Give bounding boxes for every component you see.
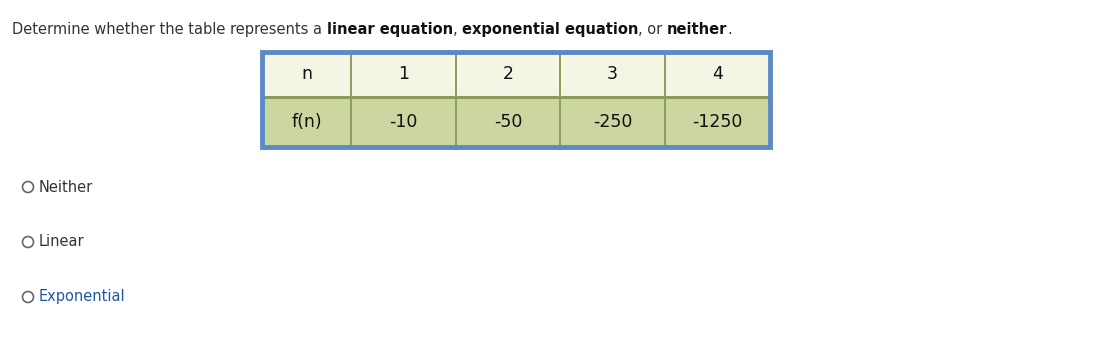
Text: -50: -50 [493,113,522,131]
Text: f(n): f(n) [291,113,322,131]
Text: Exponential: Exponential [39,289,126,304]
Text: 2: 2 [502,65,513,83]
Bar [351,97,456,147]
Text: -1250: -1250 [692,113,742,131]
Text: -250: -250 [593,113,632,131]
Text: 1: 1 [398,65,409,83]
Bar [456,52,560,97]
Bar [560,97,664,147]
Text: exponential equation: exponential equation [462,22,639,37]
Bar [262,52,770,147]
Text: 3: 3 [607,65,618,83]
Bar [664,97,770,147]
Text: Linear: Linear [39,235,84,250]
Text: n: n [301,65,312,83]
Bar [560,52,664,97]
Text: neither: neither [668,22,728,37]
Text: , or: , or [639,22,668,37]
Bar [351,52,456,97]
Text: -10: -10 [389,113,418,131]
Text: Neither: Neither [39,180,92,195]
Text: 4: 4 [712,65,723,83]
Text: linear equation: linear equation [327,22,453,37]
Text: Determine whether the table represents a: Determine whether the table represents a [12,22,327,37]
Bar [664,52,770,97]
Text: .: . [728,22,732,37]
Bar [456,97,560,147]
Bar [262,97,351,147]
Text: ,: , [453,22,462,37]
Bar [262,52,351,97]
